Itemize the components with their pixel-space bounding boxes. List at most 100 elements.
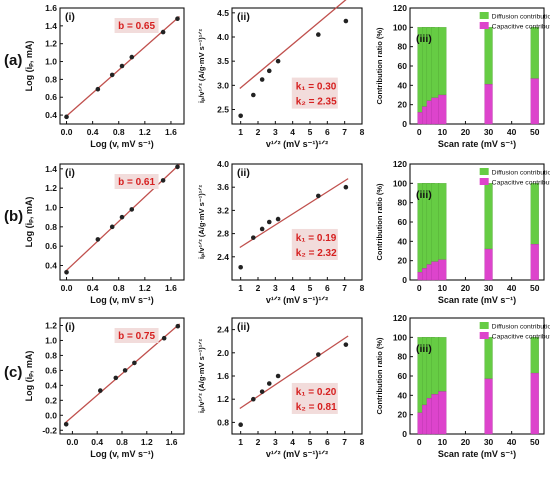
row1-sqrt-plot-data-point xyxy=(343,184,349,190)
row1-log-plot-xtick-label: 1.6 xyxy=(165,283,177,293)
row1-contribution-chart-bar-capacitive xyxy=(530,244,539,281)
row0-sqrt-plot-ytick-label: 3.0 xyxy=(217,80,229,90)
row0-sqrt-plot-data-point xyxy=(275,58,281,64)
row2-contribution-chart-ytick-label: 120 xyxy=(393,313,407,323)
row0-log-plot-xlabel: Log (v, mV s⁻¹) xyxy=(90,139,154,149)
row2-contribution-chart-xtick-label: 40 xyxy=(507,437,517,447)
row2-sqrt-plot-xtick-label: 1 xyxy=(238,437,243,447)
row1-contribution-chart-ylabel: Contribution ratio (%) xyxy=(375,183,384,261)
row1-contribution-chart-xtick-label: 20 xyxy=(461,283,471,293)
row0-sqrt-plot-xtick-label: 2 xyxy=(256,127,261,137)
row1-log-plot-frame xyxy=(59,163,185,281)
row0-contribution-chart-ytick-label: 80 xyxy=(398,42,408,52)
row0-sqrt-plot-ylabel: iₚ/v¹ᐟ² (A/g·mV s⁻¹)¹ᐟ² xyxy=(197,29,206,103)
row2-contribution-chart-bar-capacitive xyxy=(431,394,440,435)
row2-sqrt-plot-xtick-label: 8 xyxy=(360,437,365,447)
row2-log-plot-data-point xyxy=(122,368,128,373)
row1-log-plot-data-point xyxy=(64,269,69,275)
row1-log-plot-ytick-label: 0.8 xyxy=(45,222,57,232)
row1-sqrt-plot-xtick-label: 2 xyxy=(256,283,261,293)
row0-log-plot-ytick-label: 1.4 xyxy=(45,21,57,31)
row0-sqrt-plot-xtick-label: 7 xyxy=(342,127,347,137)
row2-contribution-chart-ytick-label: 80 xyxy=(398,352,408,362)
row-label-c: (c) xyxy=(4,364,23,381)
row2-log-plot-xtick-label: 0.4 xyxy=(91,437,103,447)
row1-sqrt-plot-panel-label: (ii) xyxy=(237,167,250,179)
row1-log-plot-data-point xyxy=(109,224,115,230)
row2-log-plot-annotation: b = 0.75 xyxy=(118,331,155,342)
row0-log-plot-data-point xyxy=(95,86,101,92)
row1-log-plot-ytick-label: 1.0 xyxy=(45,203,57,213)
row1-sqrt-plot-annotation-box xyxy=(291,228,338,260)
row0-log-plot-ytick-label: 1.6 xyxy=(45,3,57,13)
row2-sqrt-plot-xtick-label: 6 xyxy=(325,437,330,447)
row2-sqrt-plot-frame xyxy=(231,317,363,435)
row1-contribution-chart-legend-capacitive-swatch xyxy=(479,178,489,185)
row0-contribution-chart-bar-diffusion xyxy=(438,27,447,96)
row0-sqrt-plot-frame xyxy=(231,7,363,125)
row2-log-plot-ytick-label: -0.2 xyxy=(42,425,57,435)
row2-sqrt-plot-ytick-label: 1.6 xyxy=(217,371,229,381)
row2-sqrt-plot-ylabel: iₚ/v¹ᐟ² (A/g·mV s⁻¹)¹ᐟ² xyxy=(197,339,206,413)
row0-contribution-chart: 0 10 20 30 40 50 0 20 40 60 80 100 120 Scan rate (mV … xyxy=(375,3,550,149)
row1-log-plot-xtick-label: 0.4 xyxy=(87,283,99,293)
row1-log-plot-ylabel: Log (iₚ, mA) xyxy=(24,197,34,248)
row0-sqrt-plot: 1 2 3 4 5 6 7 8 2.5 3.0 3.5 4.0 4.5 v¹ᐟ² (mV s⁻¹)¹ᐟ² i… xyxy=(197,0,365,149)
row1-sqrt-plot-xtick-label: 5 xyxy=(308,283,313,293)
row0-log-plot-data-point xyxy=(109,72,115,78)
row0-contribution-chart-bar-diffusion xyxy=(431,27,440,99)
row2-contribution-chart-bar-diffusion xyxy=(431,337,440,395)
row1-contribution-chart-bar-diffusion xyxy=(530,183,539,245)
row1-contribution-chart-ytick-label: 80 xyxy=(398,198,408,208)
row2-contribution-chart-bar-diffusion xyxy=(484,337,493,380)
row2-log-plot-ytick-label: 1.2 xyxy=(45,320,57,330)
row0-log-plot-ytick-label: 0.8 xyxy=(45,74,57,84)
row2-sqrt-plot-data-point xyxy=(259,389,265,394)
row2-contribution-chart-panel-label: (iii) xyxy=(416,343,432,355)
row0-sqrt-plot-ytick-label: 4.5 xyxy=(217,8,229,18)
row0-log-plot-xtick-label: 1.6 xyxy=(165,127,177,137)
row1-sqrt-plot-xtick-label: 4 xyxy=(290,283,295,293)
row2-contribution-chart-xtick-label: 50 xyxy=(530,437,540,447)
row0-sqrt-plot-xtick-label: 6 xyxy=(325,127,330,137)
row1-sqrt-plot-xtick-label: 6 xyxy=(325,283,330,293)
row0-log-plot-data-point xyxy=(160,29,166,35)
row1-sqrt-plot-xtick-label: 8 xyxy=(360,283,365,293)
row2-log-plot-xtick-label: 1.2 xyxy=(141,437,153,447)
row1-contribution-chart-bar-capacitive xyxy=(438,259,447,281)
row2-sqrt-plot-xtick-label: 7 xyxy=(342,437,347,447)
row2-log-plot-data-point xyxy=(175,323,181,329)
row2-contribution-chart: 0 10 20 30 40 50 0 20 40 60 80 100 120 Scan rate (mV … xyxy=(375,313,550,459)
row1-contribution-chart-xtick-label: 0 xyxy=(417,283,422,293)
row1-contribution-chart-legend-diffusion-label: Diffusion contribution xyxy=(492,170,550,177)
row1-sqrt-plot-ytick-label: 3.6 xyxy=(217,182,229,192)
row2-log-plot-ytick-label: 0.0 xyxy=(45,410,57,420)
row1-sqrt-plot-data-point xyxy=(238,264,243,270)
row0-contribution-chart-ytick-label: 100 xyxy=(393,22,407,32)
row2-contribution-chart-ytick-label: 20 xyxy=(398,410,408,420)
row0-contribution-chart-legend-capacitive-label: Capacitive contribution xyxy=(492,24,550,31)
row1-log-plot-annotation-box xyxy=(114,174,159,189)
row1-log-plot-ytick-label: 0.4 xyxy=(45,261,57,271)
row2-sqrt-plot-ytick-label: 2.0 xyxy=(217,348,229,358)
row1-log-plot-ytick-label: 1.2 xyxy=(45,183,57,193)
row1-contribution-chart-xtick-label: 10 xyxy=(438,283,448,293)
row0-log-plot-ytick-label: 1.2 xyxy=(45,39,57,49)
row1-sqrt-plot-data-point xyxy=(251,235,256,240)
row0-contribution-chart-xtick-label: 20 xyxy=(461,127,471,137)
row2-log-plot-ytick-label: 0.6 xyxy=(45,365,57,375)
row2-sqrt-plot-data-point xyxy=(275,373,281,379)
row2-log-plot-panel-label: (i) xyxy=(65,321,75,333)
row2-contribution-chart-xtick-label: 0 xyxy=(417,437,422,447)
row0-sqrt-plot-xtick-label: 4 xyxy=(290,127,295,137)
row2-contribution-chart-xtick-label: 10 xyxy=(438,437,448,447)
row1-sqrt-plot-ytick-label: 2.8 xyxy=(217,229,229,239)
row2-log-plot-xtick-label: 1.6 xyxy=(166,437,178,447)
row0-contribution-chart-ytick-label: 20 xyxy=(398,100,408,110)
row2-log-plot-ytick-label: 0.8 xyxy=(45,350,57,360)
row2-contribution-chart-ytick-label: 60 xyxy=(398,371,408,381)
row2-sqrt-plot-ytick-label: 0.8 xyxy=(217,417,229,427)
row1-contribution-chart-bar-capacitive xyxy=(484,248,493,281)
row1-log-plot-data-point xyxy=(95,237,101,242)
